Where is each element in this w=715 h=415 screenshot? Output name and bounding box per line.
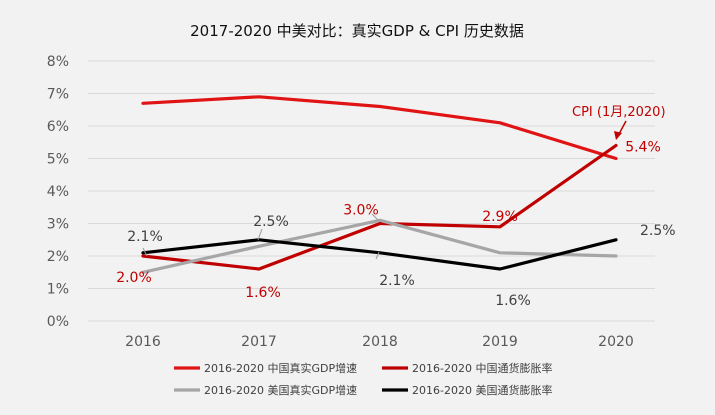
gridlines xyxy=(88,60,655,322)
series-line-4 xyxy=(141,238,618,271)
series-lines xyxy=(141,95,618,274)
x-tick-label: 2016 xyxy=(125,334,161,350)
label-leader-line xyxy=(142,247,148,257)
series-line-2 xyxy=(141,143,618,271)
data-label: 1.6% xyxy=(495,293,531,309)
data-labels: 2.0% 1.6% 3.0% 2.9% 5.4% 2.1% 2.5% 2.1% 1.6% 2.5% xyxy=(116,140,675,310)
x-tick-label: 2017 xyxy=(241,334,277,350)
data-label: 1.6% xyxy=(245,285,281,301)
x-tick-label: 2018 xyxy=(362,334,398,350)
x-tick-label: 2019 xyxy=(482,334,518,350)
annotation: CPI (1月,2020) xyxy=(572,105,666,140)
data-label: 2.0% xyxy=(116,270,152,286)
data-label: 2.5% xyxy=(640,223,676,239)
data-label: 3.0% xyxy=(343,203,379,219)
series-line-1 xyxy=(141,95,618,161)
legend-label: 2016-2020 美国真实GDP增速 xyxy=(204,383,357,397)
y-tick-label: 4% xyxy=(47,184,69,200)
legend-label: 2016-2020 中国真实GDP增速 xyxy=(204,361,357,375)
data-label: 2.5% xyxy=(253,214,289,230)
data-label: 2.1% xyxy=(379,273,415,289)
annotation-arrow-line xyxy=(618,120,627,135)
y-axis: 0% 1% 2% 3% 4% 5% 6% 7% 8% xyxy=(47,54,69,330)
x-tick-label: 2020 xyxy=(598,334,634,350)
label-leader-line xyxy=(375,251,380,260)
x-axis: 2016 2017 2018 2019 2020 xyxy=(125,334,634,350)
y-tick-label: 7% xyxy=(47,87,69,103)
series-line-3 xyxy=(141,218,618,274)
y-tick-label: 3% xyxy=(47,217,69,233)
y-tick-label: 0% xyxy=(47,314,69,330)
annotation-arrow-head xyxy=(614,131,622,140)
y-tick-label: 1% xyxy=(47,282,69,298)
label-leader-line xyxy=(257,228,263,241)
chart-title: 2017-2020 中美对比：真实GDP & CPI 历史数据 xyxy=(190,22,524,40)
legend-label: 2016-2020 中国通货膨胀率 xyxy=(412,361,552,375)
y-tick-label: 2% xyxy=(47,249,69,265)
data-label: 2.9% xyxy=(482,209,518,225)
data-label: 5.4% xyxy=(625,140,661,156)
y-tick-label: 8% xyxy=(47,54,69,70)
legend-label: 2016-2020 美国通货膨胀率 xyxy=(412,383,552,397)
y-tick-label: 5% xyxy=(47,152,69,168)
label-leader-line xyxy=(371,213,380,222)
data-label: 2.1% xyxy=(127,229,163,245)
legend: 2016-2020 中国真实GDP增速 2016-2020 中国通货膨胀率 2016… xyxy=(174,361,552,397)
annotation-text: CPI (1月,2020) xyxy=(572,105,666,120)
y-tick-label: 6% xyxy=(47,119,69,135)
